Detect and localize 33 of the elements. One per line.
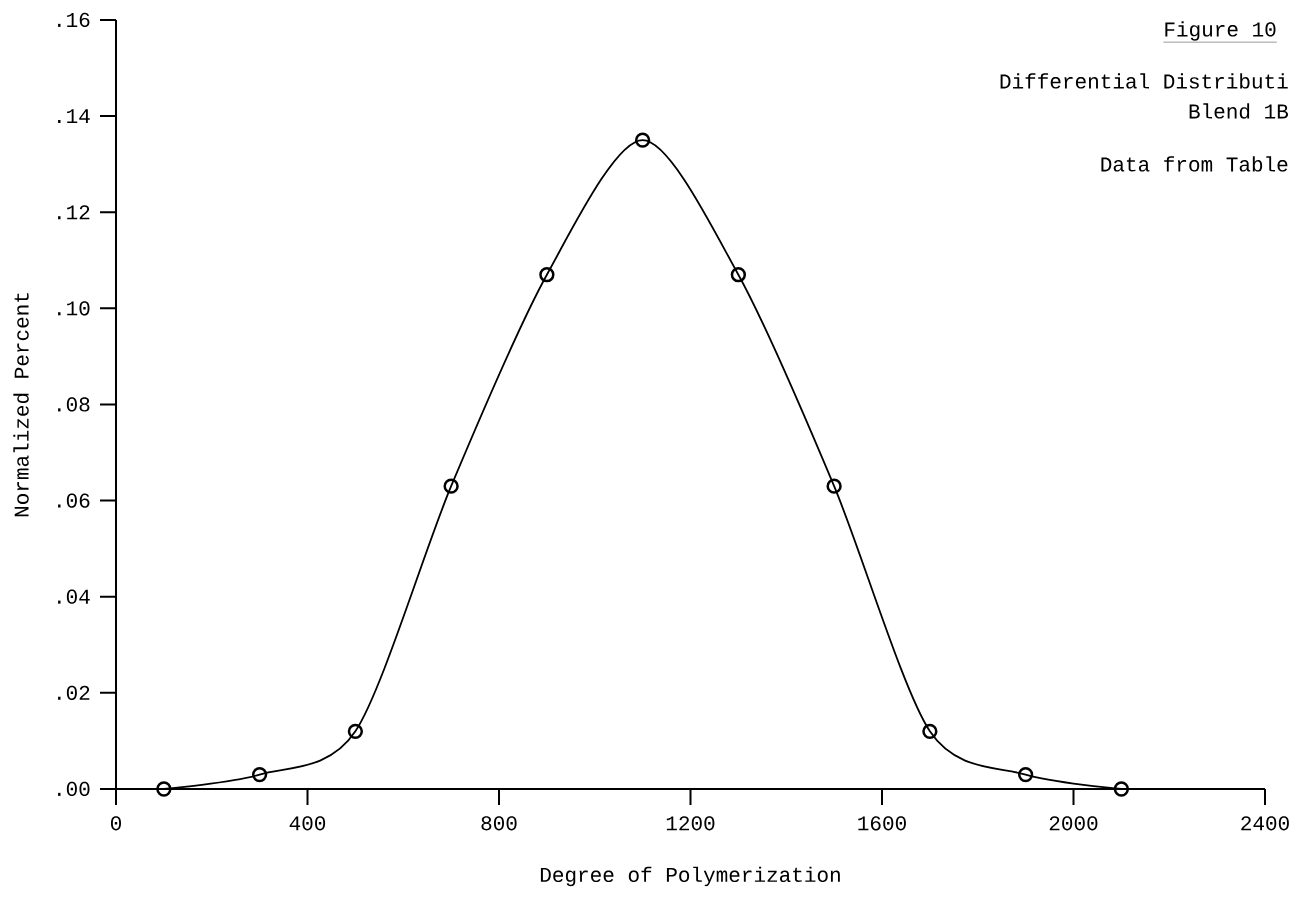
x-tick-label: 1200 — [666, 816, 715, 831]
annotation: Data from Table — [1101, 156, 1288, 172]
y-tick-label: .16 — [58, 12, 90, 28]
y-tick-label: .14 — [58, 109, 90, 124]
y-tick-label: .00 — [58, 781, 90, 797]
annotation: Differential Distributi — [1000, 73, 1288, 89]
x-tick-label: 800 — [481, 816, 517, 831]
point — [634, 132, 651, 148]
chart-title: Figure 10 — [1165, 21, 1276, 41]
y-tick-label: .08 — [58, 397, 90, 412]
x-tick-label: 2400 — [1241, 816, 1289, 831]
y-tick-label: .06 — [58, 493, 90, 508]
y-tick-label: .04 — [58, 589, 90, 604]
x-axis-title: Degree of Polymerization — [540, 866, 840, 887]
point — [347, 723, 364, 739]
point — [539, 267, 555, 283]
annotation: Blend 1B — [1189, 103, 1288, 119]
x-tick-label: 1600 — [858, 816, 906, 831]
point — [826, 478, 842, 494]
y-tick-label: .10 — [58, 301, 90, 316]
point — [156, 781, 172, 797]
point — [1017, 766, 1034, 783]
x-tick-label: 0 — [110, 816, 122, 831]
point — [730, 267, 747, 283]
x-tick-label: 400 — [289, 816, 326, 831]
point — [922, 723, 938, 739]
y-axis-title: Normalized Percent — [13, 293, 29, 517]
y-tick-label: .12 — [58, 205, 90, 220]
point — [443, 478, 459, 494]
y-tick-label: .02 — [58, 685, 90, 700]
point — [251, 766, 268, 783]
point — [1113, 781, 1130, 797]
x-tick-label: 2000 — [1049, 816, 1098, 831]
